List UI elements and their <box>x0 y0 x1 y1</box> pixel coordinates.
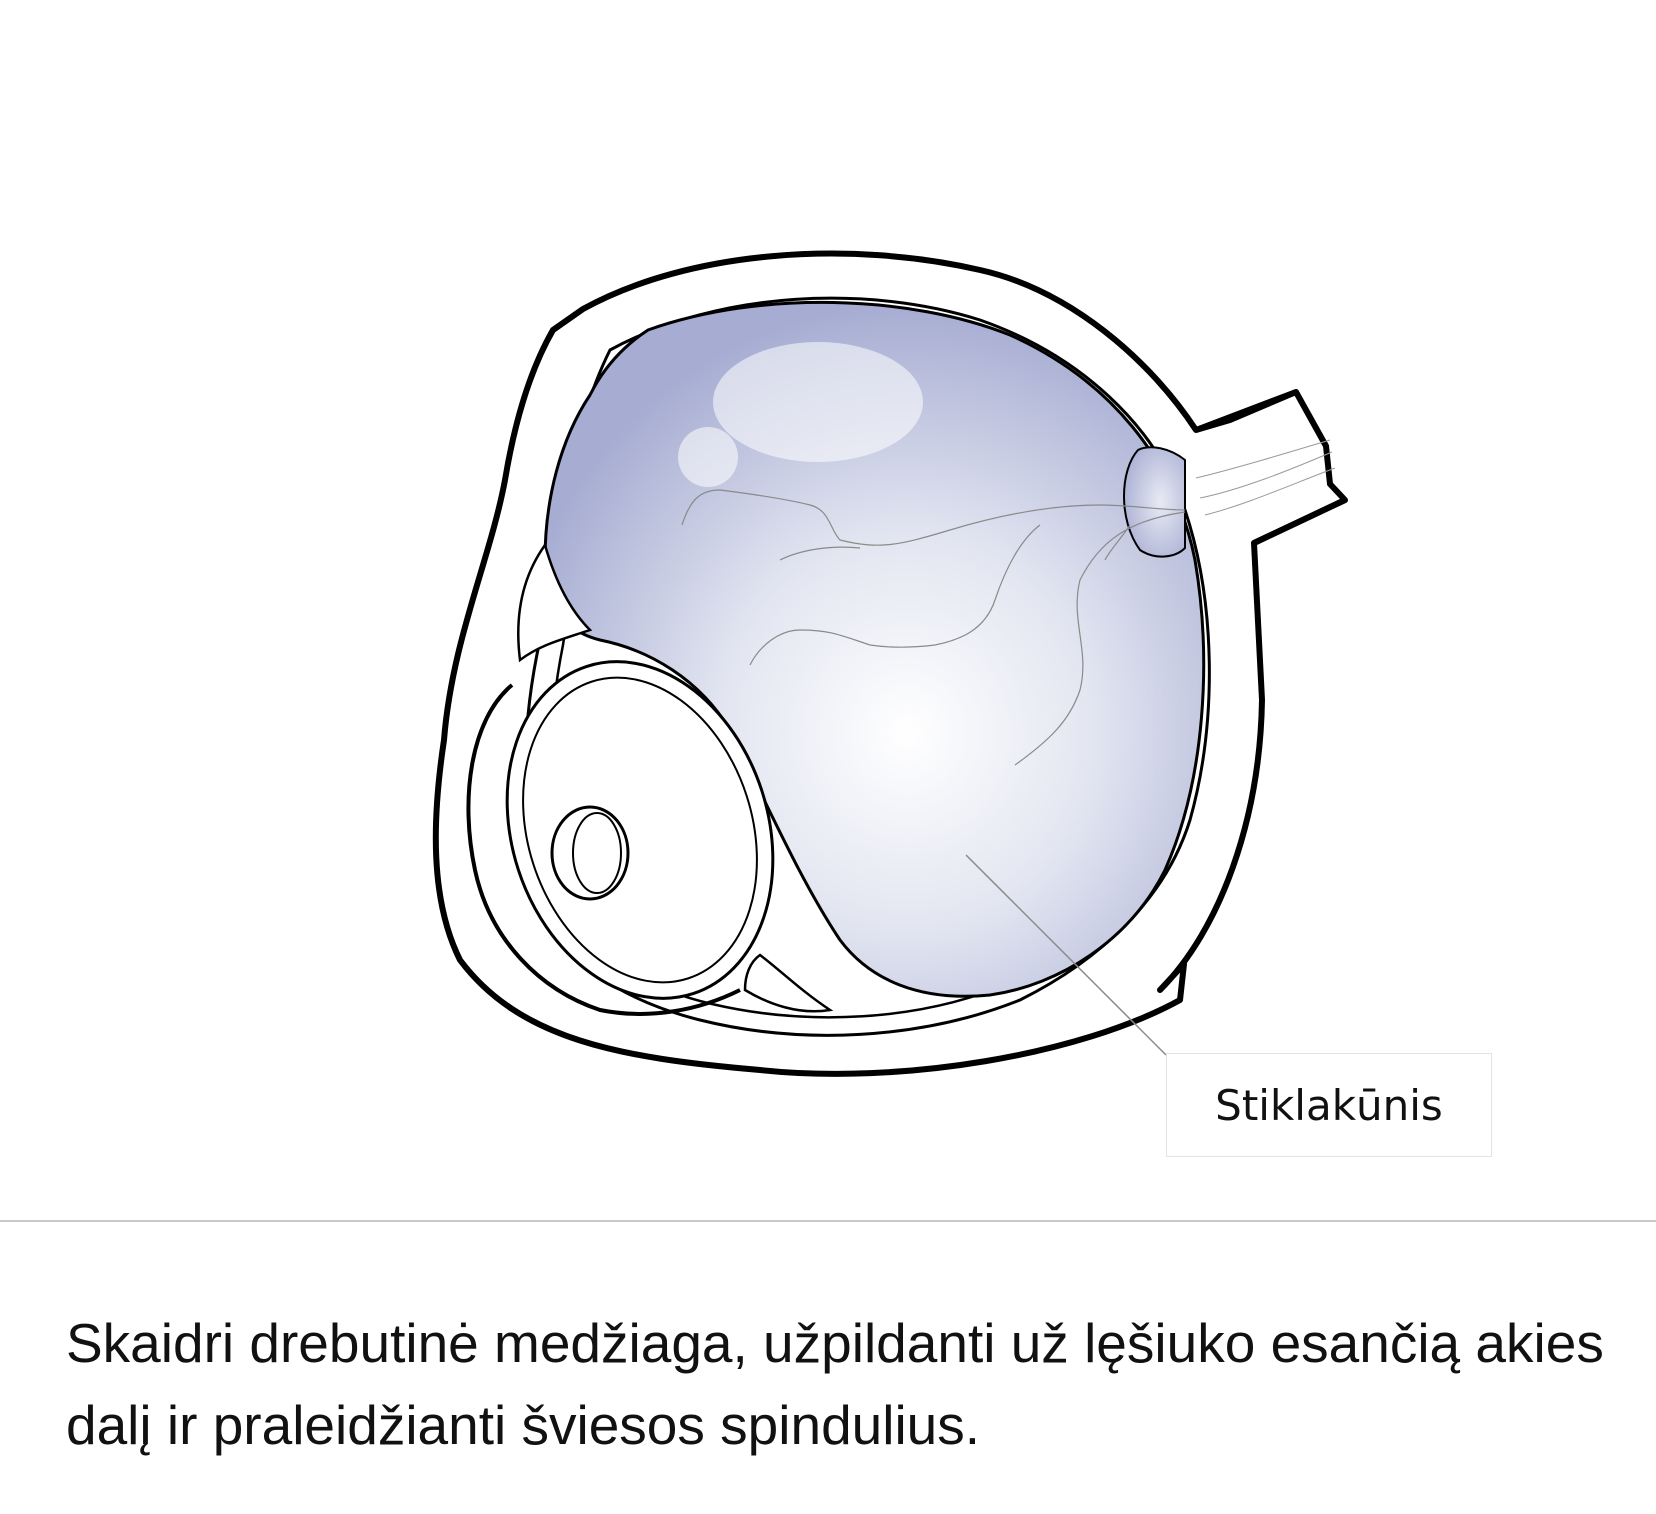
lens-inner <box>522 676 758 984</box>
pupil <box>550 805 630 901</box>
callout-leader-line <box>965 854 1167 1056</box>
highlight-small <box>678 427 738 487</box>
optic-disc <box>1123 446 1186 558</box>
optic-nerve <box>1194 389 1347 546</box>
vitreous-label: Stiklakūnis <box>1215 1080 1443 1130</box>
lens <box>505 660 775 1000</box>
pupil-inner <box>572 812 622 894</box>
description-text: Skaidri drebutinė medžiaga, užpildanti u… <box>66 1312 1604 1456</box>
ciliary-body-lower <box>743 953 834 1013</box>
description-panel: Skaidri drebutinė medžiaga, užpildanti u… <box>0 1220 1656 1514</box>
vitreous-callout-box: Stiklakūnis <box>1166 1053 1492 1157</box>
highlight-large <box>713 342 923 462</box>
blood-vessels <box>681 489 1186 766</box>
ciliary-body-upper <box>517 542 593 663</box>
eye-diagram <box>432 250 1348 1077</box>
cornea <box>466 683 741 1016</box>
